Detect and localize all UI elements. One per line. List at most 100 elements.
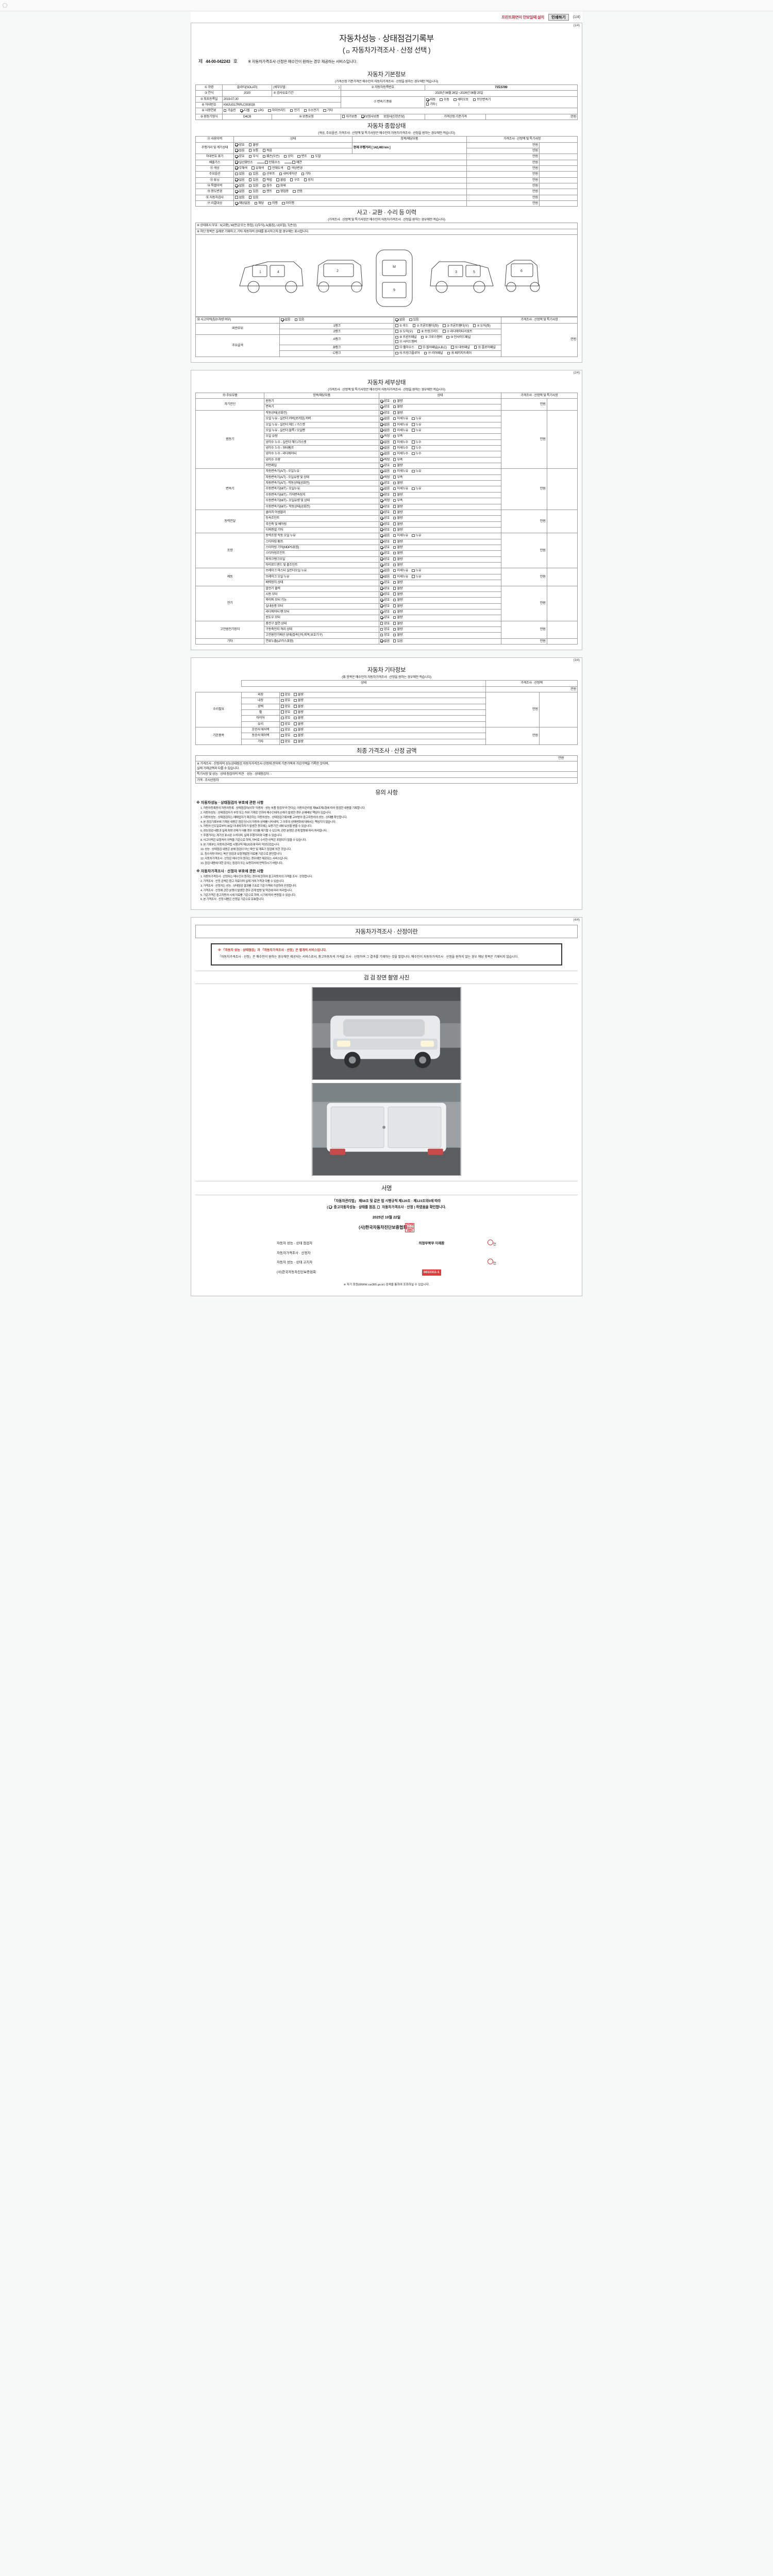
p-radiator[interactable]: ⑦ 라디에이터서포트 [443, 330, 473, 334]
d5-0-checkbox-0[interactable] [380, 569, 383, 572]
fuel-other-checkbox[interactable] [323, 109, 326, 112]
d4-5-checkbox-0[interactable] [380, 563, 383, 567]
d2-2-checkbox-1[interactable] [393, 481, 396, 485]
special-yes-opt[interactable]: 있음 [248, 184, 258, 188]
d0-1-checkbox-1[interactable] [393, 405, 396, 409]
d7-1-checkbox-0[interactable] [380, 628, 383, 631]
p-rear-panel-checkbox[interactable] [424, 351, 427, 355]
special-flood-checkbox[interactable] [262, 184, 266, 188]
d1-3-opt-0[interactable]: 없음 [380, 429, 390, 433]
mopt-yes-checkbox[interactable] [248, 172, 252, 176]
odo-good-checkbox[interactable] [235, 143, 238, 146]
vin-good-opt[interactable]: 양호 [235, 155, 245, 159]
vin-erased-opt[interactable]: 도말 [311, 155, 321, 159]
frame-none-opt[interactable]: 없음 [281, 318, 291, 322]
etire-3-checkbox-1[interactable] [294, 710, 297, 714]
mopt-none-checkbox[interactable] [235, 172, 238, 176]
usage-yes-checkbox[interactable] [248, 190, 252, 193]
d5-1-checkbox-0[interactable] [380, 575, 383, 578]
d4-5-opt-0[interactable]: 양호 [380, 563, 390, 567]
d1-1-opt-1[interactable]: 미세누유 [393, 417, 408, 421]
fuel-opt-diesel[interactable]: 디젤 [240, 109, 250, 113]
odo-few-opt[interactable]: 적음 [262, 149, 272, 153]
d5-1-opt-1[interactable]: 미세누유 [393, 575, 408, 579]
frame-none-checkbox[interactable] [281, 318, 284, 321]
d2-5-checkbox-1[interactable] [393, 499, 396, 502]
p-front-panel-checkbox[interactable] [395, 335, 398, 339]
p-package-tray[interactable]: ⑱ 패키지트레이 [447, 351, 472, 355]
d1-6-checkbox-1[interactable] [393, 446, 396, 449]
d1-7-opt-1[interactable]: 미세누수 [393, 452, 408, 456]
d1-4-checkbox-0[interactable] [380, 434, 383, 438]
d5-0-opt-2[interactable]: 누유 [412, 569, 422, 573]
warranty-opt-self[interactable]: 자가보증 [342, 115, 357, 119]
d3-1-opt-0[interactable]: 양호 [380, 516, 390, 520]
d2-3-checkbox-0[interactable] [380, 487, 383, 490]
emis-hc-opt[interactable]: 탄화수소 [265, 161, 280, 165]
d6-3-opt-1[interactable]: 불량 [393, 604, 403, 608]
d1-7-opt-2[interactable]: 누수 [412, 452, 422, 456]
p-floor-panel[interactable]: ⑮ 플로어패널 [474, 346, 496, 350]
d2-1-opt-1[interactable]: 부족 [393, 476, 403, 480]
p-trunk-floor-checkbox[interactable] [395, 351, 398, 355]
emis-co-opt[interactable]: 일산화탄소 [235, 161, 253, 165]
d3-3-checkbox-1[interactable] [393, 528, 396, 531]
color-achromatic-opt[interactable]: 무채색 [235, 166, 247, 171]
mopt-sunroof-opt[interactable]: 선루프 [262, 172, 275, 176]
d1-8-opt-0[interactable]: 적정 [380, 458, 390, 462]
p-radiator-checkbox[interactable] [443, 330, 446, 333]
d6-5-checkbox-0[interactable] [380, 616, 383, 619]
fuel-hybrid-checkbox[interactable] [268, 109, 271, 112]
p-trunk-floor[interactable]: ⑯ 트렁크플로어 [395, 351, 420, 355]
ebasic-0-checkbox-0[interactable] [281, 728, 284, 732]
trans-opt-manual[interactable]: 수동 [440, 98, 449, 102]
d1-3-checkbox-1[interactable] [393, 429, 396, 432]
d4-3-opt-0[interactable]: 양호 [380, 551, 390, 555]
p-door-l-checkbox[interactable] [473, 324, 476, 327]
d4-1-checkbox-0[interactable] [380, 540, 383, 543]
color-full-repaint-opt[interactable]: 전체도색 [268, 166, 283, 171]
etire-3-opt-0[interactable]: 양호 [281, 710, 291, 715]
usage-none-opt[interactable]: 없음 [235, 190, 245, 194]
p-floor-panel-checkbox[interactable] [474, 346, 477, 349]
warranty-self-checkbox[interactable] [342, 115, 345, 118]
d7-1-checkbox-1[interactable] [393, 628, 396, 631]
d4-4-checkbox-1[interactable] [393, 557, 396, 561]
d6-4-opt-0[interactable]: 양호 [380, 610, 390, 614]
d4-5-checkbox-1[interactable] [393, 563, 396, 567]
d1-9-opt-1[interactable]: 불량 [393, 464, 403, 468]
d7-0-opt-0[interactable]: 양호 [380, 622, 390, 626]
warranty-insurer-checkbox[interactable] [361, 115, 364, 118]
d2-3-opt-1[interactable]: 미세누유 [393, 487, 408, 491]
p-inside-panel[interactable]: ⑩ 인사이드패널 [446, 335, 470, 340]
d6-2-checkbox-1[interactable] [393, 598, 396, 602]
etire-4-opt-0[interactable]: 양호 [281, 716, 291, 720]
d6-0-checkbox-1[interactable] [393, 587, 396, 590]
d1-7-checkbox-1[interactable] [393, 452, 396, 455]
ext-yes-opt[interactable]: 있음 [409, 318, 419, 322]
tuning-legal-checkbox[interactable] [262, 178, 266, 181]
d2-2-opt-0[interactable]: 양호 [380, 481, 390, 485]
ebasic-0-opt-1[interactable]: 불량 [294, 728, 304, 732]
trans-opt-semi[interactable]: 세미오토 [453, 98, 468, 102]
d4-1-checkbox-1[interactable] [393, 540, 396, 543]
d6-1-opt-1[interactable]: 불량 [393, 592, 403, 597]
usage-yes-opt[interactable]: 있음 [248, 190, 258, 194]
ebasic-1-checkbox-1[interactable] [294, 734, 297, 737]
d4-0-opt-0[interactable]: 없음 [380, 534, 390, 538]
p-front-panel[interactable]: ⑧ 프론트패널 [395, 335, 417, 340]
tuning-yes-opt[interactable]: 있음 [248, 178, 258, 182]
d4-0-checkbox-1[interactable] [393, 534, 396, 537]
color-chromatic-checkbox[interactable] [251, 166, 255, 170]
d1-4-opt-0[interactable]: 적정 [380, 434, 390, 438]
tuning-yes-checkbox[interactable] [248, 178, 252, 181]
d7-2-checkbox-0[interactable] [380, 633, 383, 637]
odo-few-checkbox[interactable] [262, 149, 266, 152]
d1-5-checkbox-1[interactable] [393, 440, 396, 444]
p-door-r[interactable]: ⑤ 도어(우) [395, 330, 413, 334]
etire-1-checkbox-0[interactable] [281, 699, 284, 702]
d6-2-opt-0[interactable]: 양호 [380, 598, 390, 602]
special-fire-opt[interactable]: 화재 [276, 184, 286, 188]
frame-yes-checkbox[interactable] [294, 318, 298, 321]
d6-3-opt-0[interactable]: 양호 [380, 604, 390, 608]
